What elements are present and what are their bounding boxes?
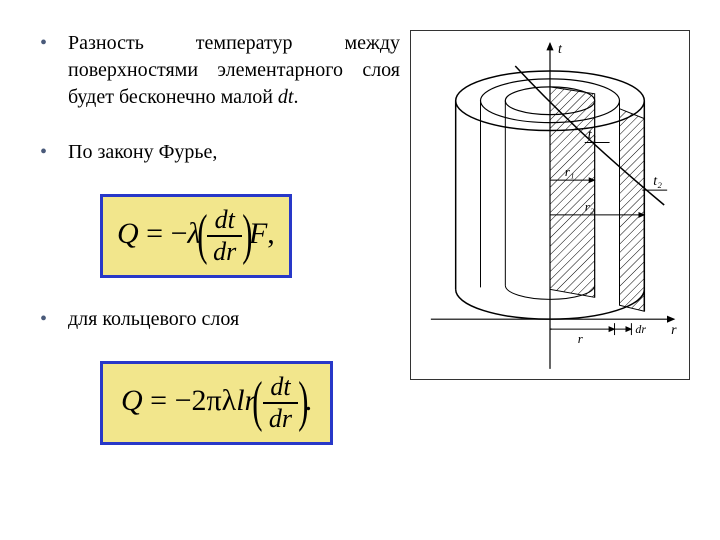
bullet-item-2: • По закону Фурье,	[40, 139, 400, 166]
formula-1-wrap: Q = −λ(dtdr)F,	[100, 194, 400, 278]
lparen-icon: (	[252, 379, 262, 427]
label-r-axis: r	[671, 323, 677, 338]
f2-frac: dtdr	[263, 374, 298, 432]
hatch-outer	[620, 109, 645, 312]
rparen-icon: )	[242, 212, 252, 260]
label-dr: dr	[635, 322, 646, 336]
bullet-item-1: • Разность температур между поверхностям…	[40, 30, 400, 111]
f1-lhs: Q	[117, 217, 139, 250]
f2-lhs: Q	[121, 384, 143, 417]
bullet-marker: •	[40, 139, 68, 166]
formula-1: Q = −λ(dtdr)F,	[100, 194, 292, 278]
f1-neg: −	[171, 217, 188, 250]
diagram-svg: t r t₁ t₂ r₁ r₂	[411, 31, 689, 379]
f2-den: dr	[263, 404, 298, 432]
f1-frac: dtdr	[207, 207, 242, 265]
label-r2: r₂	[585, 200, 595, 214]
f2-coef: 2πλ	[192, 384, 237, 417]
formula-2-wrap: Q = −2πλlr(dtdr).	[100, 361, 400, 445]
f1-eq: =	[139, 217, 171, 250]
bullet-text-2: По закону Фурье,	[68, 139, 217, 166]
b1-italic: dt	[278, 86, 294, 108]
label-r: r	[578, 332, 584, 346]
label-t-axis: t	[558, 42, 563, 57]
text-column: • Разность температур между поверхностям…	[40, 30, 400, 473]
label-t1: t₁	[588, 127, 597, 142]
f2-neg: −	[175, 384, 192, 417]
bullet-text-3: для кольцевого слоя	[68, 306, 239, 333]
f1-num: dt	[207, 207, 242, 237]
f2-num: dt	[263, 374, 298, 404]
f2-eq: =	[143, 384, 175, 417]
label-t2: t₂	[653, 174, 662, 189]
rparen-icon: )	[298, 379, 308, 427]
b1-text: Разность температур между поверхностями …	[68, 32, 400, 108]
f1-den: dr	[207, 237, 242, 265]
bullet-text-1: Разность температур между поверхностями …	[68, 30, 400, 111]
bullet-item-3: • для кольцевого слоя	[40, 306, 400, 333]
lparen-icon: (	[197, 212, 207, 260]
formula-2: Q = −2πλlr(dtdr).	[100, 361, 333, 445]
cylinder-diagram: t r t₁ t₂ r₁ r₂	[410, 30, 690, 380]
hatch-inner	[550, 87, 595, 297]
b1-tail: .	[293, 86, 298, 108]
bullet-marker: •	[40, 30, 68, 111]
f1-tail: ,	[267, 217, 275, 250]
bullet-marker: •	[40, 306, 68, 333]
label-r1: r₁	[565, 165, 575, 179]
